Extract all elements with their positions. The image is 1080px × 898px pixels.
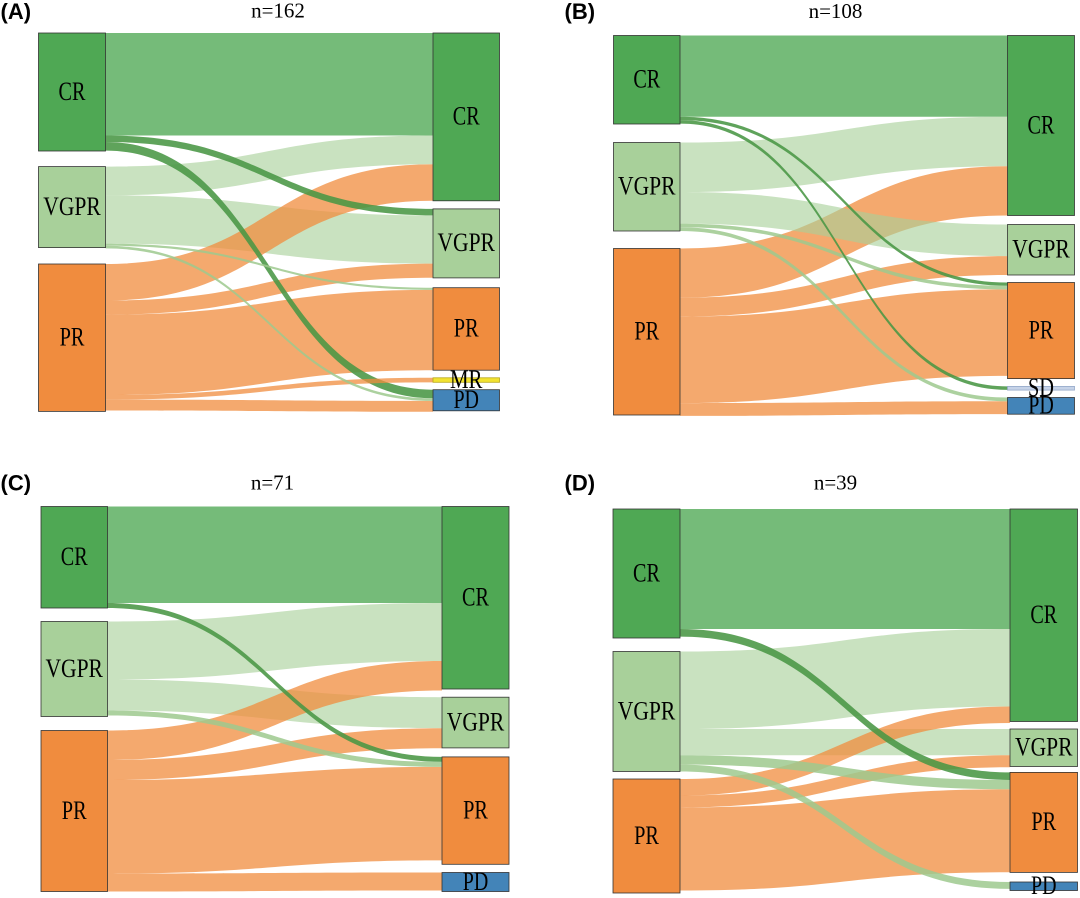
svg-text:(B): (B) (565, 0, 596, 24)
svg-text:VGPR: VGPR (45, 654, 103, 683)
svg-text:PD: PD (1031, 871, 1057, 898)
svg-text:PR: PR (634, 821, 659, 850)
svg-text:CR: CR (1028, 110, 1055, 139)
svg-text:(C): (C) (1, 471, 32, 496)
svg-text:PD: PD (453, 385, 479, 414)
svg-text:n=162: n=162 (251, 0, 305, 23)
svg-text:PR: PR (463, 795, 488, 824)
svg-text:VGPR: VGPR (447, 707, 505, 736)
svg-text:PD: PD (1028, 391, 1054, 420)
svg-text:PD: PD (463, 867, 489, 896)
svg-text:PR: PR (454, 314, 479, 343)
svg-text:n=39: n=39 (814, 471, 857, 495)
svg-text:(A): (A) (1, 0, 32, 24)
svg-text:CR: CR (59, 77, 86, 106)
svg-text:CR: CR (633, 558, 660, 587)
svg-text:PR: PR (1029, 315, 1054, 344)
svg-text:CR: CR (1030, 600, 1057, 629)
svg-text:PR: PR (62, 796, 87, 825)
svg-text:CR: CR (61, 542, 88, 571)
svg-text:MR: MR (450, 365, 483, 394)
svg-text:VGPR: VGPR (1012, 235, 1070, 264)
svg-text:(D): (D) (565, 471, 596, 496)
svg-text:CR: CR (462, 583, 489, 612)
svg-text:VGPR: VGPR (1015, 733, 1073, 762)
svg-text:n=71: n=71 (251, 471, 294, 495)
svg-text:VGPR: VGPR (43, 192, 101, 221)
svg-text:VGPR: VGPR (618, 172, 676, 201)
svg-text:CR: CR (453, 102, 480, 131)
svg-text:VGPR: VGPR (618, 696, 676, 725)
svg-text:n=108: n=108 (809, 0, 863, 23)
svg-text:CR: CR (633, 65, 660, 94)
svg-text:PR: PR (634, 317, 659, 346)
svg-text:PR: PR (1031, 807, 1056, 836)
svg-text:PR: PR (60, 323, 85, 352)
svg-text:VGPR: VGPR (437, 228, 495, 257)
